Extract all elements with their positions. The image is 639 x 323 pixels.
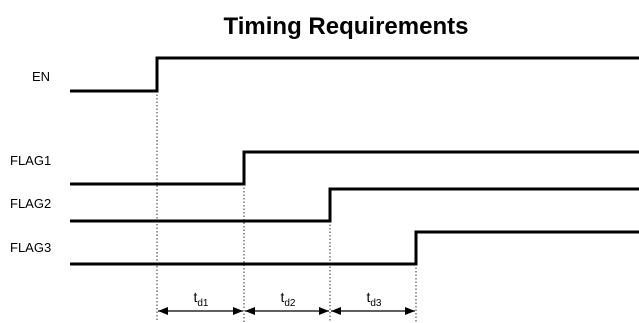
delay-label-td2: td2	[280, 289, 295, 309]
delay-label-td1: td1	[193, 289, 208, 309]
diagram-title: Timing Requirements	[224, 13, 469, 40]
signal-label-flag3: FLAG3	[10, 240, 51, 255]
delay-label-td3: td3	[366, 289, 381, 309]
signal-label-en: EN	[32, 69, 50, 84]
waveform-flag1	[70, 150, 639, 186]
waveform-flag2	[70, 187, 639, 223]
waveform-en	[70, 56, 639, 93]
signal-label-flag2: FLAG2	[10, 196, 51, 211]
signal-label-flag1: FLAG1	[10, 153, 51, 168]
waveform-flag3	[70, 230, 639, 266]
